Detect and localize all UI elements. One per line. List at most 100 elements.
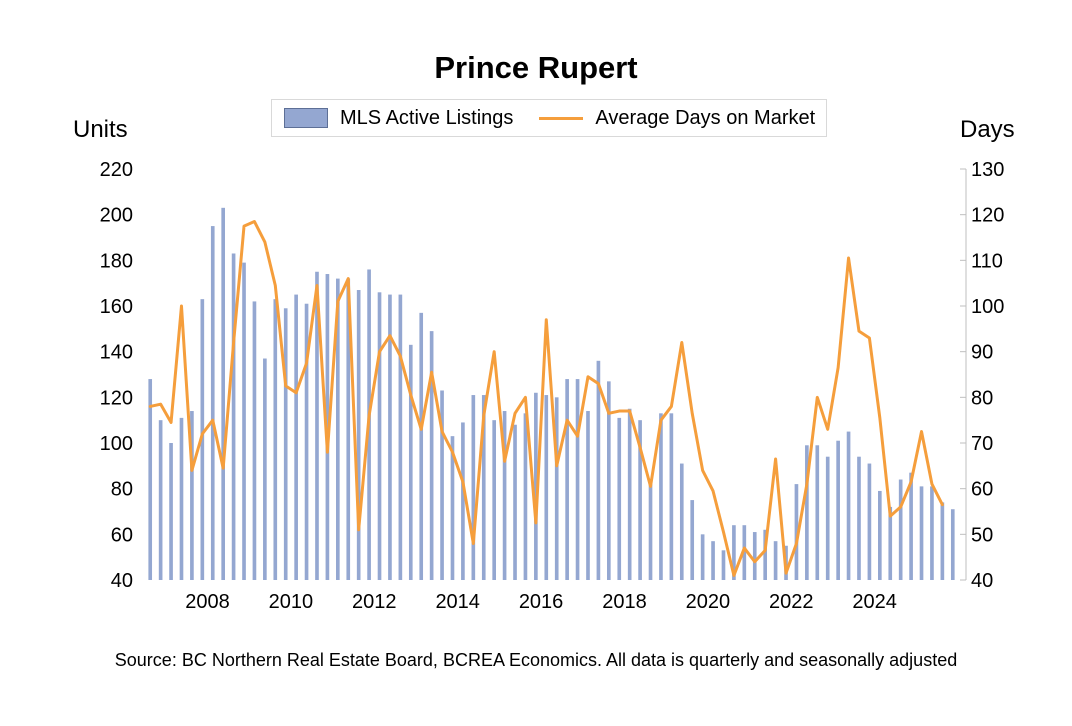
bar [471, 395, 476, 580]
bar [346, 278, 351, 580]
bar [794, 484, 799, 580]
right-tick-label: 100 [971, 296, 1004, 318]
left-tick-label: 60 [111, 524, 133, 546]
bar [940, 502, 945, 580]
bar [554, 397, 559, 580]
bar [867, 463, 872, 580]
bar [898, 479, 903, 580]
bar [169, 443, 173, 580]
x-tick-label: 2020 [686, 591, 731, 613]
x-tick-label: 2012 [352, 591, 397, 613]
bar [763, 529, 767, 580]
bar [857, 456, 861, 580]
bar [690, 500, 695, 580]
bar [242, 262, 246, 580]
bar [283, 308, 288, 580]
bar [398, 294, 403, 580]
legend-item-listings: MLS Active Listings [272, 107, 513, 130]
bar [825, 456, 830, 580]
bar [210, 226, 215, 580]
bar [679, 463, 684, 580]
bar [252, 301, 257, 580]
bar [878, 490, 882, 580]
right-axis-unit: Days [960, 116, 1015, 143]
bar [158, 420, 163, 580]
bar [315, 271, 319, 580]
legend-item-days: Average Days on Market [513, 107, 815, 130]
bar [263, 358, 267, 580]
right-tick-label: 130 [971, 159, 1004, 181]
left-tick-label: 140 [100, 342, 133, 364]
bar [836, 440, 840, 580]
bar [148, 379, 153, 580]
bar [544, 395, 549, 580]
bar [732, 525, 736, 580]
right-tick-label: 120 [971, 205, 1004, 227]
left-tick-label: 160 [100, 296, 133, 318]
bar [669, 413, 674, 580]
bar [356, 290, 361, 580]
chart-title: Prince Rupert [434, 50, 638, 85]
bar [481, 395, 486, 580]
left-tick-label: 220 [100, 159, 133, 181]
left-tick-label: 40 [111, 570, 133, 592]
bar [627, 408, 632, 580]
bar [534, 392, 538, 580]
bar [596, 360, 601, 580]
source-note: Source: BC Northern Real Estate Board, B… [114, 650, 958, 670]
bar [950, 509, 955, 580]
bar [377, 292, 382, 580]
bar [846, 431, 851, 580]
left-tick-label: 180 [100, 250, 133, 272]
bar [336, 278, 340, 580]
bar [419, 312, 424, 580]
bar [742, 525, 747, 580]
bar [711, 541, 715, 580]
bar [565, 379, 569, 580]
bar [179, 417, 184, 580]
bar [388, 294, 392, 580]
bar [909, 472, 913, 580]
legend: MLS Active Listings Average Days on Mark… [271, 99, 827, 137]
bar [648, 484, 653, 580]
left-tick-label: 120 [100, 387, 133, 409]
left-tick-label: 80 [111, 479, 133, 501]
bar [752, 532, 757, 580]
right-tick-label: 40 [971, 570, 993, 592]
bar [325, 274, 330, 580]
left-tick-label: 100 [100, 433, 133, 455]
bar [919, 486, 924, 580]
bar [429, 331, 434, 580]
bar [513, 424, 517, 580]
bar [805, 445, 809, 580]
bar [721, 550, 726, 580]
x-tick-label: 2018 [602, 591, 647, 613]
x-tick-label: 2024 [852, 591, 897, 613]
x-tick-label: 2022 [769, 591, 814, 613]
bar [586, 411, 590, 580]
legend-label-days: Average Days on Market [595, 106, 816, 129]
right-tick-label: 80 [971, 387, 993, 409]
bar [930, 486, 934, 580]
bar [659, 413, 663, 580]
bar [773, 541, 778, 580]
bar [700, 534, 705, 580]
bar [815, 445, 820, 580]
bar [190, 411, 194, 580]
legend-swatch-days [539, 116, 584, 120]
days-line [148, 220, 944, 577]
bar [200, 299, 205, 580]
x-tick-label: 2016 [519, 591, 564, 613]
right-tick-label: 110 [971, 250, 1003, 272]
legend-label-listings: MLS Active Listings [340, 106, 514, 129]
right-tick-label: 60 [971, 479, 993, 501]
bar [304, 303, 309, 580]
bar [523, 413, 528, 580]
bar [461, 422, 465, 580]
legend-swatch-listings [284, 108, 328, 128]
bar [440, 390, 444, 580]
bar [231, 253, 236, 581]
bar [638, 420, 642, 580]
left-axis-unit: Units [73, 116, 128, 143]
